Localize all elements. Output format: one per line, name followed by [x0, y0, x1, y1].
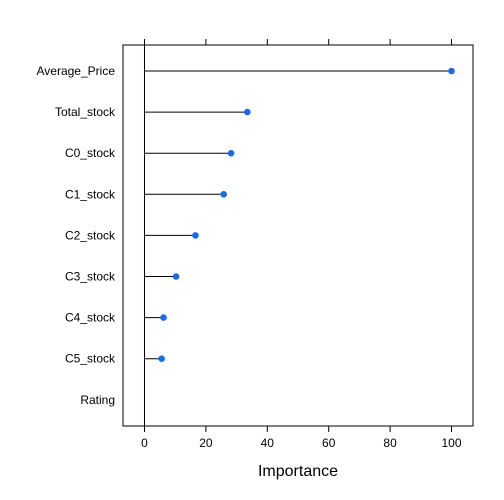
x-tick-label: 0 [141, 436, 148, 450]
lollipop-series [144, 67, 455, 363]
category-label: C5_stock [65, 352, 116, 366]
plot-frame [122, 44, 474, 427]
category-label: C3_stock [65, 270, 116, 284]
category-label: C4_stock [65, 311, 116, 325]
category-label: C2_stock [65, 228, 116, 242]
category-labels: Average_Price Total_stock C0_stock C1_stock… [37, 64, 116, 407]
x-tick-label: 80 [383, 436, 397, 450]
lollipop-point [158, 355, 165, 363]
lollipop-point [160, 314, 167, 321]
category-label: C1_stock [65, 187, 116, 201]
x-tick-label: 40 [261, 436, 275, 450]
category-label: Rating [80, 393, 115, 407]
lollipop-point [227, 149, 235, 157]
category-label: Total_stock [55, 105, 116, 119]
lollipop-point [192, 232, 199, 239]
lollipop-point [448, 67, 455, 75]
lollipop-point [244, 108, 251, 116]
lollipop-point [172, 273, 180, 280]
lollipop-point [220, 191, 228, 198]
category-label: C0_stock [65, 146, 116, 160]
category-label: Average_Price [37, 64, 116, 78]
bottom-axis-ticks: 0 20 40 60 80 100 [141, 426, 462, 450]
top-axis-ticks [143, 39, 453, 45]
x-tick-label: 20 [199, 436, 213, 450]
x-tick-label: 100 [441, 436, 461, 450]
x-axis-title: Importance [258, 463, 338, 480]
x-tick-label: 60 [322, 436, 336, 450]
